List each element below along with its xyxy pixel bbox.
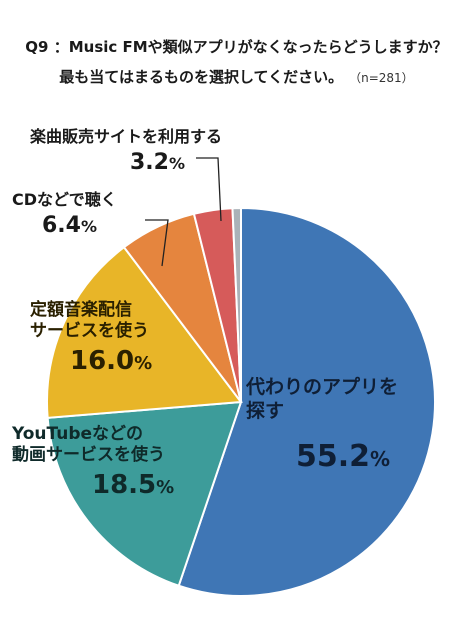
slice-label-subscription-line1: 定額音楽配信	[30, 300, 132, 320]
slice-label-video-line2: 動画サービスを使う	[12, 445, 165, 466]
question-instruction: 最も当てはまるものを選択してください。	[59, 68, 344, 86]
slice-value-cd: 6.4%	[42, 213, 98, 238]
pie-slices	[46, 206, 436, 597]
sample-size: （n=281）	[355, 71, 414, 85]
slice-value-subscription: 16.0%	[70, 345, 153, 376]
slice-label-app: 代わりのアプリを 探す 55.2%	[246, 376, 398, 475]
slice-label-video: YouTubeなどの 動画サービスを使う 18.5%	[12, 424, 174, 501]
slice-value-download-site: 3.2%	[130, 150, 186, 175]
slice-label-video-line1: YouTubeなどの	[12, 424, 144, 444]
slice-video	[46, 400, 243, 588]
slice-value-app: 55.2%	[296, 438, 391, 474]
slice-label-app-line2: 探す	[246, 399, 285, 422]
slice-app	[177, 206, 436, 597]
slice-value-video: 18.5%	[92, 469, 175, 500]
slice-label-subscription: 定額音楽配信 サービスを使う 16.0%	[30, 300, 152, 377]
slice-label-cd-line1: CDなどで聴く	[12, 190, 117, 209]
slice-label-cd: CDなどで聴く 6.4%	[12, 190, 117, 240]
slice-label-download-site: 楽曲販売サイトを利用する 3.2%	[30, 127, 222, 177]
leader-line-download-site	[196, 157, 222, 222]
slice-label-app-line1: 代わりのアプリを	[246, 376, 399, 398]
leader-lines	[145, 157, 222, 267]
slice-label-subscription-line2: サービスを使う	[30, 321, 149, 342]
slice-subscription	[46, 245, 243, 419]
slice-label-download-site-line1: 楽曲販売サイトを利用する	[30, 127, 223, 146]
leader-line-cd	[145, 219, 169, 267]
question-subtitle: 最も当てはまるものを選択してください。 （n=281）	[0, 66, 473, 87]
slice-other	[231, 206, 242, 403]
question-title: Q9 ：Music FMや類似アプリがなくなったらどうしますか？	[25, 38, 448, 56]
